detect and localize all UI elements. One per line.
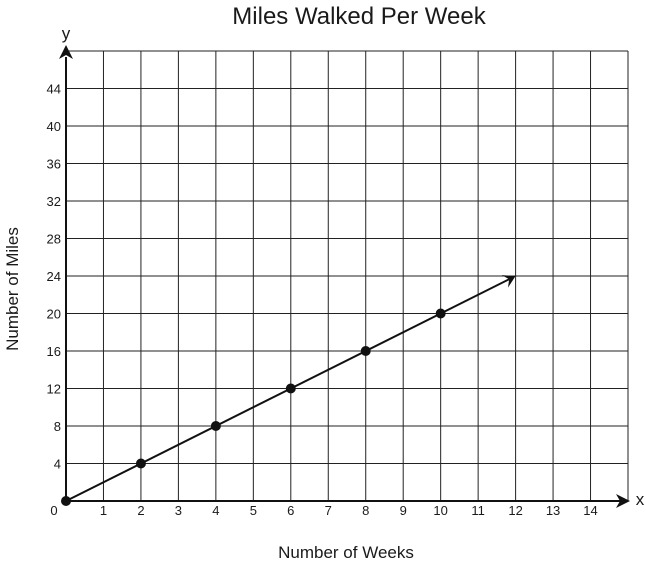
y-tick-label: 8 [54, 419, 61, 434]
origin-label: 0 [50, 503, 57, 518]
x-tick-label: 8 [362, 503, 369, 518]
x-tick-label: 12 [508, 503, 522, 518]
y-tick-label: 24 [47, 269, 61, 284]
y-axis-title: Number of Miles [3, 227, 22, 351]
x-tick-label: 7 [325, 503, 332, 518]
x-tick-label: 2 [137, 503, 144, 518]
data-point [360, 346, 371, 356]
data-points [61, 308, 446, 506]
data-point [135, 458, 146, 469]
grid [66, 50, 629, 501]
x-tick-label: 1 [100, 503, 107, 518]
x-tick-label: 11 [471, 503, 485, 518]
x-tick-label: 4 [212, 503, 219, 518]
y-tick-label: 44 [47, 82, 61, 97]
x-axis-arrow-icon [616, 494, 630, 508]
data-point [285, 383, 296, 394]
data-point [210, 421, 221, 431]
x-tick-label: 3 [175, 503, 182, 518]
y-tick-label: 40 [47, 119, 61, 134]
y-tick-label: 4 [54, 457, 61, 472]
y-tick-label: 16 [47, 344, 61, 359]
axes [59, 45, 630, 508]
y-tick-label: 20 [47, 307, 61, 322]
x-axis-title: Number of Weeks [278, 543, 414, 562]
y-tick-label: 28 [47, 232, 61, 247]
chart-title: Miles Walked Per Week [232, 3, 486, 30]
series-arrow-icon [501, 275, 516, 288]
y-axis-arrow-icon [59, 45, 73, 59]
y-tick-label: 32 [47, 194, 61, 209]
x-tick-label: 10 [433, 503, 447, 518]
x-tick-label: 6 [287, 503, 294, 518]
x-tick-label: 5 [250, 503, 257, 518]
x-axis-variable: x [636, 490, 645, 509]
data-point [435, 308, 446, 319]
y-tick-label: 12 [47, 382, 61, 397]
y-axis-variable: y [62, 24, 71, 43]
x-tick-label: 9 [400, 503, 407, 518]
x-tick-label: 13 [546, 503, 560, 518]
y-tick-label: 36 [47, 157, 61, 172]
data-point [61, 496, 71, 506]
x-tick-label: 14 [583, 503, 597, 518]
